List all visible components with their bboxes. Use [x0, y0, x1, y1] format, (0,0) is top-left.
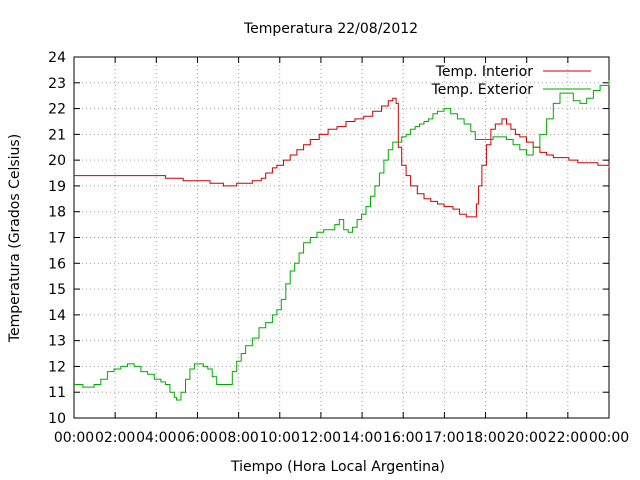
x-tick-label: 17:00 — [424, 430, 464, 446]
grid-lines — [74, 57, 609, 418]
x-axis-label: Tiempo (Hora Local Argentina) — [230, 459, 445, 475]
x-tick-label: 12:00 — [301, 430, 341, 446]
x-tick-label: 06:00 — [177, 430, 217, 446]
y-tick-label: 17 — [48, 231, 66, 247]
y-tick-label: 19 — [48, 179, 66, 195]
x-axis-ticks: 00:00 02:00 04:00 06:00 08:00 10:00 12:00 14:00… — [54, 57, 629, 446]
x-tick-label: 16:00 — [383, 430, 423, 446]
legend-label-exterior: Temp. Exterior — [431, 82, 534, 98]
y-tick-label: 22 — [48, 102, 66, 118]
y-tick-label: 23 — [48, 76, 66, 92]
y-tick-label: 16 — [48, 256, 66, 272]
x-tick-label: 20:00 — [507, 430, 547, 446]
x-tick-label: 00:00 — [589, 430, 629, 446]
x-tick-label: 22:00 — [548, 430, 588, 446]
x-tick-label: 08:00 — [218, 430, 258, 446]
x-tick-label: 00:00 — [54, 430, 94, 446]
series-line-exterior — [74, 80, 610, 401]
y-tick-label: 24 — [48, 50, 66, 66]
series-line-interior — [74, 97, 610, 218]
x-tick-label: 10:00 — [260, 430, 300, 446]
y-tick-label: 12 — [48, 359, 66, 375]
y-axis-label: Temperatura (Grados Celsius) — [7, 134, 23, 343]
x-tick-label: 14:00 — [342, 430, 382, 446]
y-tick-label: 14 — [48, 308, 66, 324]
y-tick-label: 20 — [48, 153, 66, 169]
y-tick-label: 18 — [48, 205, 66, 221]
x-tick-label: 04:00 — [136, 430, 176, 446]
x-tick-label: 18:00 — [465, 430, 505, 446]
series-lines — [74, 80, 610, 401]
y-tick-label: 15 — [48, 282, 66, 298]
x-tick-label: 02:00 — [95, 430, 135, 446]
legend-label-interior: Temp. Interior — [435, 64, 534, 80]
y-tick-label: 21 — [48, 127, 66, 143]
y-axis-ticks: 10 11 12 13 14 15 16 17 18 19 20 21 22 23 24 — [48, 50, 609, 427]
y-tick-label: 13 — [48, 334, 66, 350]
chart-title: Temperatura 22/08/2012 — [243, 21, 418, 37]
legend: Temp. Interior Temp. Exterior — [431, 64, 591, 98]
y-tick-label: 11 — [48, 385, 66, 401]
y-tick-label: 10 — [48, 411, 66, 427]
